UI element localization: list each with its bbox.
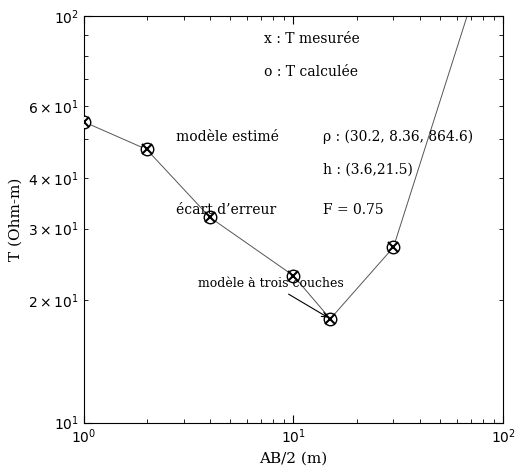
X-axis label: AB/2 (m): AB/2 (m) bbox=[259, 452, 328, 465]
Text: o : T calculée: o : T calculée bbox=[264, 65, 358, 79]
Y-axis label: T (Ohm-m): T (Ohm-m) bbox=[8, 178, 23, 261]
Text: x : T mesurée: x : T mesurée bbox=[264, 32, 359, 46]
Text: F = 0.75: F = 0.75 bbox=[323, 203, 384, 217]
Text: h : (3.6,21.5): h : (3.6,21.5) bbox=[323, 163, 412, 176]
Text: écart d’erreur: écart d’erreur bbox=[176, 203, 276, 217]
Text: modèle estimé: modèle estimé bbox=[176, 130, 279, 144]
Text: ρ : (30.2, 8.36, 864.6): ρ : (30.2, 8.36, 864.6) bbox=[323, 130, 473, 145]
Text: modèle à trois couches: modèle à trois couches bbox=[198, 277, 343, 317]
